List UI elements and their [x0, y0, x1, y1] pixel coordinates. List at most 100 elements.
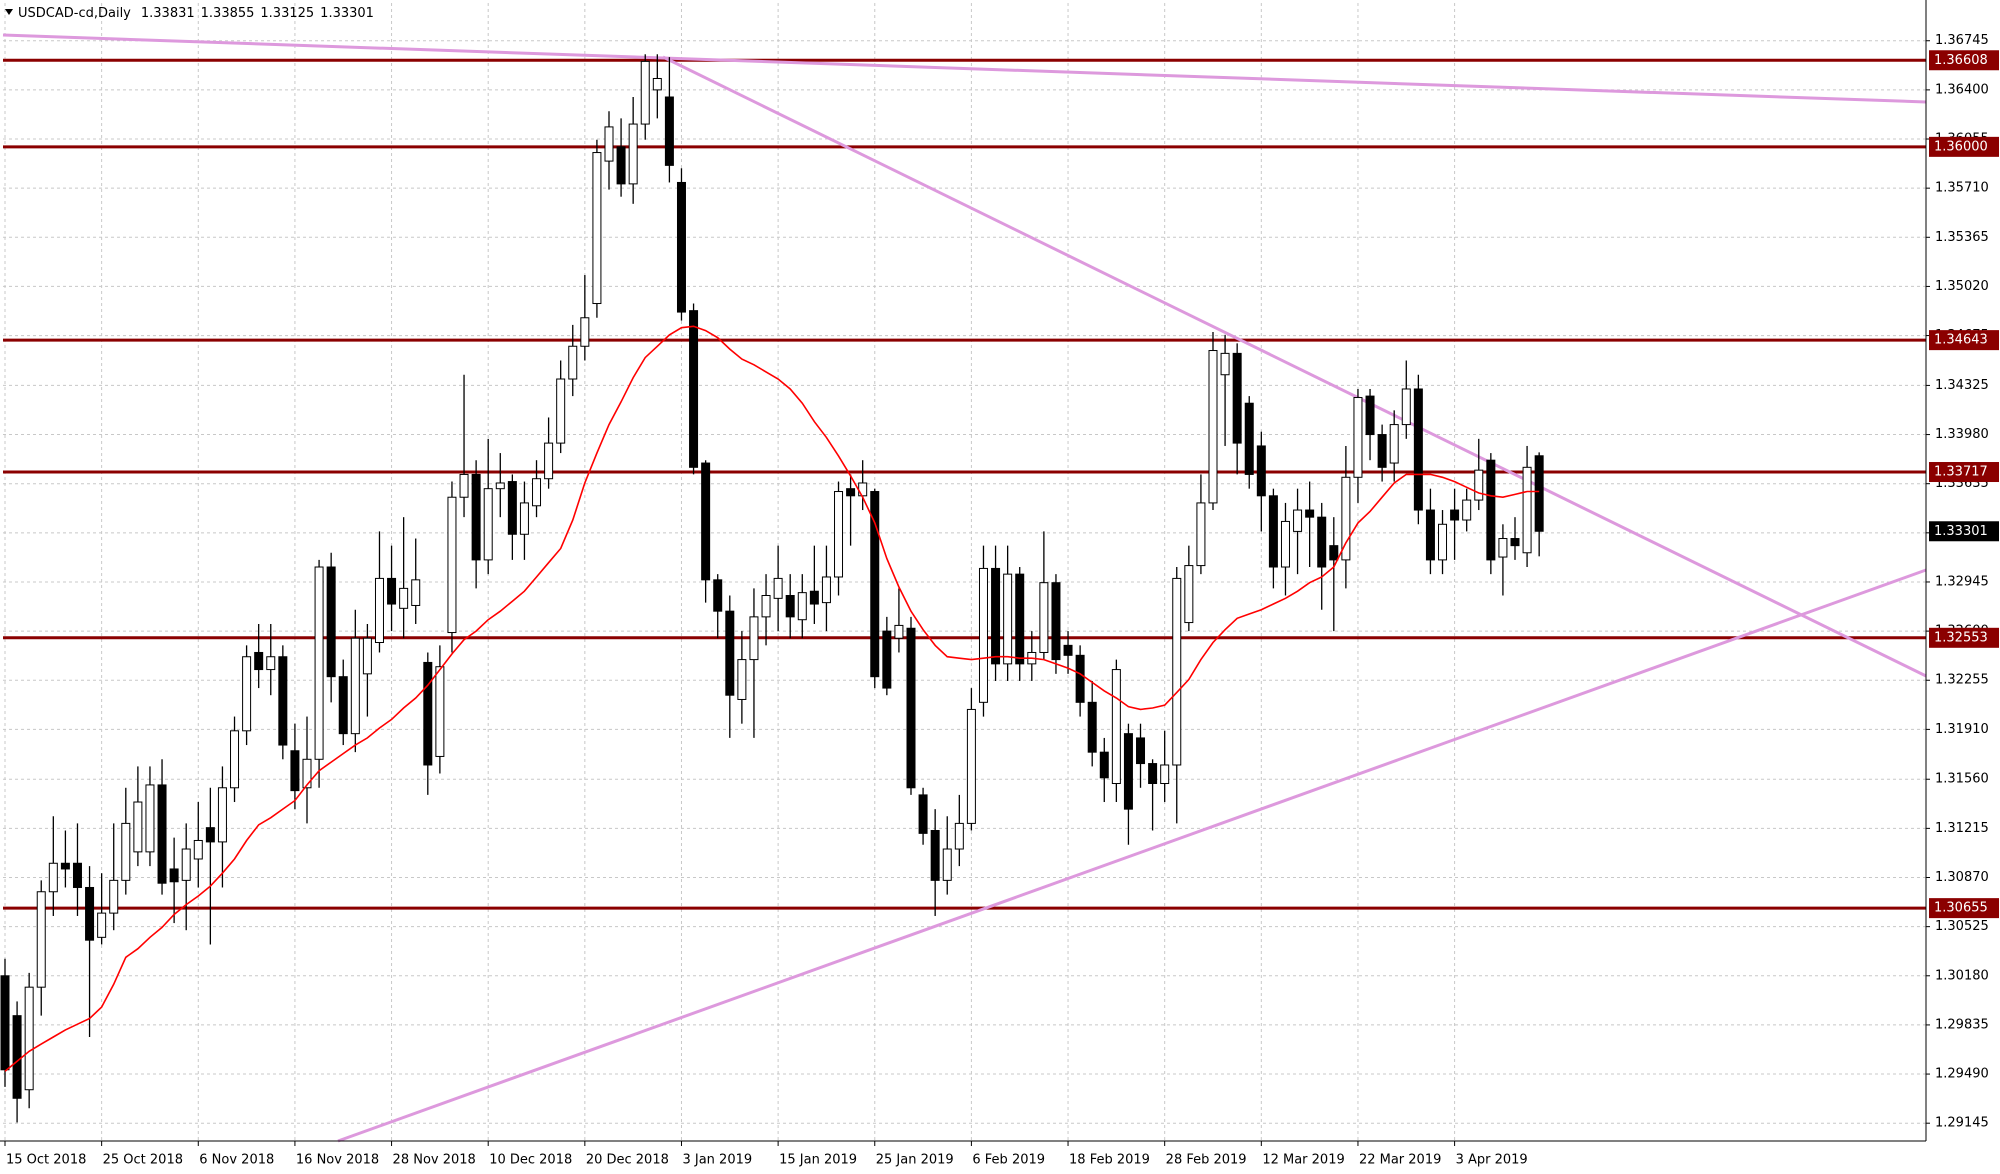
level-label-box: [1929, 627, 1999, 648]
candle-body: [1474, 469, 1484, 501]
candle-body: [1148, 763, 1158, 785]
y-tick-label: 1.29835: [1935, 1017, 1989, 1032]
candle-body: [1280, 520, 1290, 568]
x-tick-label: 15 Jan 2019: [779, 1153, 857, 1168]
levels: [3, 58, 1926, 910]
x-tick-label: 18 Feb 2019: [1069, 1153, 1150, 1168]
candle-body: [36, 891, 46, 988]
candle-body: [145, 784, 155, 853]
y-tick-label: 1.36745: [1935, 33, 1989, 48]
candle-body: [230, 730, 240, 789]
candle-body: [1039, 582, 1049, 653]
candle-body: [858, 482, 868, 497]
candle-body: [1087, 701, 1097, 753]
y-tick-label: 1.33980: [1935, 427, 1989, 442]
candle-body: [411, 579, 421, 606]
level-label-box: [1929, 136, 1999, 157]
level-label-box: [1929, 898, 1999, 919]
candle-body: [761, 595, 771, 618]
candle-body: [254, 651, 264, 671]
candle-body: [1377, 434, 1387, 468]
candle-body: [676, 181, 686, 313]
trendline: [337, 568, 1927, 1143]
candle-body: [689, 310, 699, 468]
candle-body: [1075, 654, 1085, 703]
y-tick-label: 1.31215: [1935, 821, 1989, 836]
y-tick-label: 1.35710: [1935, 181, 1989, 196]
y-tick-label: 1.30525: [1935, 919, 1989, 934]
candle-body: [1172, 577, 1182, 766]
trendlines: [2, 33, 1927, 1143]
candle-body: [532, 478, 542, 507]
candle-body: [242, 656, 252, 732]
y-tick-label: 1.30180: [1935, 968, 1989, 983]
level-label: 1.32553: [1934, 630, 1988, 645]
candle-body: [495, 482, 505, 490]
candle-body: [616, 146, 626, 185]
candle-body: [544, 442, 554, 480]
candle-body: [1208, 350, 1218, 504]
candle-body: [1462, 499, 1472, 521]
overlay: [4, 325, 1540, 1072]
candle-body: [1510, 538, 1520, 547]
candle-body: [809, 590, 819, 605]
candle-body: [1413, 388, 1423, 511]
candle-body: [1160, 764, 1170, 785]
candle-body: [85, 886, 95, 941]
candle-body: [991, 567, 1001, 665]
candles: [0, 54, 1544, 1123]
level-label-box: [1929, 50, 1999, 71]
candle-body: [568, 345, 578, 380]
candle-body: [374, 577, 384, 644]
candle-body: [701, 462, 711, 581]
x-tick-label: 25 Oct 2018: [103, 1153, 183, 1168]
y-tick-label: 1.32255: [1935, 673, 1989, 688]
level-label: 1.36608: [1934, 53, 1988, 68]
menu-arrow: [5, 9, 13, 15]
candle-body: [1522, 466, 1532, 554]
candle-body: [737, 659, 747, 700]
header-low: 1.33125: [260, 6, 314, 21]
x-tick-label: 25 Jan 2019: [876, 1153, 954, 1168]
header-close: 1.33301: [320, 6, 374, 21]
candle-body: [350, 637, 360, 735]
symbol: USDCAD-cd,Daily: [18, 6, 131, 21]
trendline: [2, 33, 1927, 104]
candle-body: [604, 126, 614, 162]
candle-body: [592, 152, 602, 305]
candle-body: [157, 784, 167, 884]
x-tick-label: 28 Nov 2018: [393, 1153, 476, 1168]
candle-body: [1353, 397, 1363, 478]
level-label-box: [1929, 330, 1999, 351]
candle-body: [302, 758, 312, 789]
candle-body: [1305, 509, 1315, 518]
candle-body: [797, 592, 807, 621]
candle-body: [1003, 573, 1013, 665]
y-tick-label: 1.29490: [1935, 1067, 1989, 1082]
grid: [3, 3, 1926, 1141]
candle-body: [773, 577, 783, 599]
candle-body: [266, 656, 276, 671]
candle-body: [0, 975, 10, 1071]
candle-body: [1534, 455, 1544, 532]
y-tick-label: 1.31560: [1935, 772, 1989, 787]
level-label: 1.33717: [1934, 465, 1988, 480]
candle-body: [338, 676, 348, 735]
trendline: [662, 55, 1927, 678]
x-tick-label: 16 Nov 2018: [296, 1153, 379, 1168]
candle-body: [193, 839, 203, 860]
x-tick-label: 20 Dec 2018: [586, 1153, 669, 1168]
candle-body: [1268, 495, 1278, 568]
x-tick-label: 12 Mar 2019: [1262, 1153, 1344, 1168]
candle-body: [387, 577, 397, 605]
candle-body: [12, 1015, 22, 1099]
candle-body: [109, 879, 119, 914]
candle-body: [556, 378, 566, 444]
level-label-box: [1929, 462, 1999, 483]
x-tick-label: 6 Nov 2018: [199, 1153, 274, 1168]
candle-body: [725, 610, 735, 696]
candle-body: [314, 566, 324, 760]
candle-body: [1341, 476, 1351, 561]
candle-body: [580, 317, 590, 347]
